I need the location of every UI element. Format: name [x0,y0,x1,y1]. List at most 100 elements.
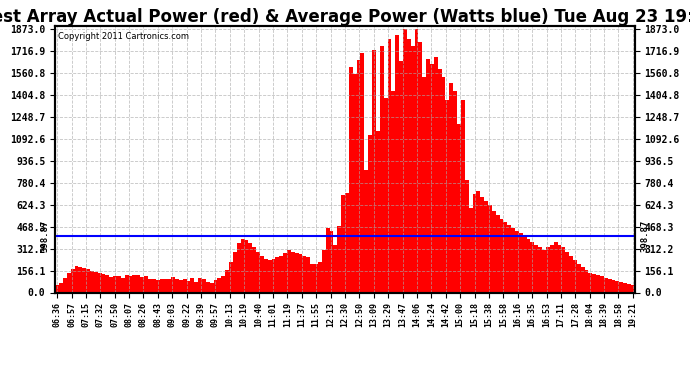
Bar [98,273,101,292]
Bar [461,100,465,292]
Bar [113,276,117,292]
Bar [302,256,306,292]
Bar [318,262,322,292]
Bar [225,270,229,292]
Bar [217,278,221,292]
Bar [627,284,631,292]
Bar [511,228,515,292]
Bar [283,253,287,292]
Bar [128,276,132,292]
Bar [442,77,446,292]
Bar [515,231,519,292]
Bar [186,281,190,292]
Bar [241,239,244,292]
Bar [287,250,291,292]
Bar [368,135,372,292]
Bar [469,208,473,292]
Text: Copyright 2011 Cartronics.com: Copyright 2011 Cartronics.com [58,32,189,40]
Bar [291,252,295,292]
Bar [526,239,531,292]
Bar [70,268,75,292]
Bar [473,194,476,292]
Bar [55,285,59,292]
Bar [310,264,314,292]
Bar [233,252,237,292]
Bar [167,279,171,292]
Bar [90,271,94,292]
Bar [399,61,403,292]
Bar [279,256,283,292]
Bar [584,270,589,292]
Bar [376,131,380,292]
Bar [573,260,577,292]
Bar [256,252,260,292]
Bar [86,269,90,292]
Bar [164,279,167,292]
Bar [198,278,202,292]
Bar [67,273,70,292]
Bar [542,250,546,292]
Bar [437,69,442,292]
Bar [345,193,349,292]
Bar [125,274,128,292]
Bar [589,273,592,292]
Bar [79,267,82,292]
Bar [295,253,299,292]
Bar [495,215,500,292]
Bar [272,259,275,292]
Bar [611,280,615,292]
Bar [596,275,600,292]
Bar [507,225,511,292]
Bar [322,251,326,292]
Bar [156,280,159,292]
Bar [248,243,253,292]
Bar [214,280,217,292]
Bar [615,281,620,292]
Bar [562,248,565,292]
Bar [337,226,341,292]
Bar [558,244,562,292]
Bar [446,100,449,292]
Bar [268,260,272,292]
Bar [531,242,534,292]
Bar [465,180,469,292]
Bar [195,282,198,292]
Bar [565,252,569,292]
Bar [581,267,584,292]
Bar [604,278,608,292]
Bar [534,244,538,292]
Bar [353,74,357,292]
Bar [569,256,573,292]
Bar [434,57,437,292]
Bar [504,222,507,292]
Bar [132,275,137,292]
Bar [388,39,391,292]
Bar [620,282,623,292]
Bar [500,219,504,292]
Bar [403,29,407,292]
Bar [357,60,360,292]
Bar [314,264,318,292]
Bar [492,211,495,292]
Bar [380,46,384,292]
Bar [137,275,140,292]
Bar [94,272,98,292]
Bar [253,248,256,292]
Bar [210,283,214,292]
Bar [260,256,264,292]
Bar [63,278,67,292]
Bar [326,228,330,292]
Text: 398.87: 398.87 [41,220,50,252]
Bar [523,236,526,292]
Bar [275,257,279,292]
Bar [577,264,581,292]
Bar [229,261,233,292]
Bar [148,279,152,292]
Bar [237,243,241,292]
Bar [341,195,345,292]
Bar [330,231,333,292]
Bar [75,267,79,292]
Bar [384,98,388,292]
Text: West Array Actual Power (red) & Average Power (Watts blue) Tue Aug 23 19:26: West Array Actual Power (red) & Average … [0,8,690,26]
Bar [546,248,550,292]
